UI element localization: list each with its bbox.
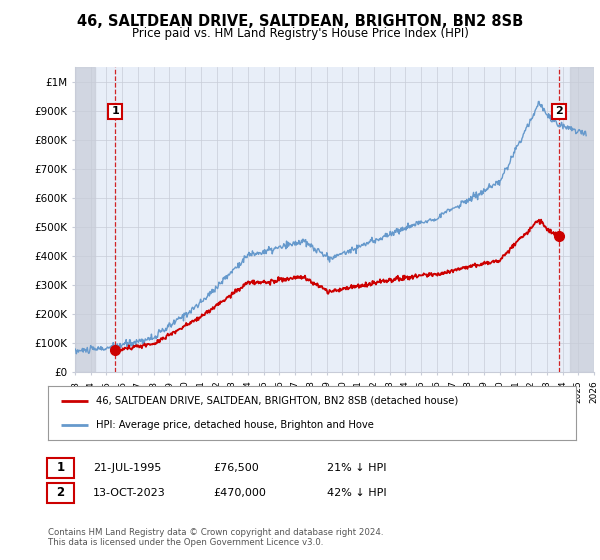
Text: 13-OCT-2023: 13-OCT-2023: [93, 488, 166, 498]
Text: Price paid vs. HM Land Registry's House Price Index (HPI): Price paid vs. HM Land Registry's House …: [131, 27, 469, 40]
Text: 1: 1: [111, 106, 119, 116]
Text: 2: 2: [56, 486, 65, 500]
Text: HPI: Average price, detached house, Brighton and Hove: HPI: Average price, detached house, Brig…: [95, 420, 373, 430]
Text: 21% ↓ HPI: 21% ↓ HPI: [327, 463, 386, 473]
Text: £470,000: £470,000: [213, 488, 266, 498]
Text: 46, SALTDEAN DRIVE, SALTDEAN, BRIGHTON, BN2 8SB (detached house): 46, SALTDEAN DRIVE, SALTDEAN, BRIGHTON, …: [95, 396, 458, 406]
Text: Contains HM Land Registry data © Crown copyright and database right 2024.
This d: Contains HM Land Registry data © Crown c…: [48, 528, 383, 547]
Text: 1: 1: [56, 461, 65, 474]
Bar: [75, 67, 95, 372]
Text: £76,500: £76,500: [213, 463, 259, 473]
Text: 42% ↓ HPI: 42% ↓ HPI: [327, 488, 386, 498]
Text: 2: 2: [555, 106, 563, 116]
Text: 21-JUL-1995: 21-JUL-1995: [93, 463, 161, 473]
Text: 46, SALTDEAN DRIVE, SALTDEAN, BRIGHTON, BN2 8SB: 46, SALTDEAN DRIVE, SALTDEAN, BRIGHTON, …: [77, 14, 523, 29]
Bar: [571, 67, 594, 372]
